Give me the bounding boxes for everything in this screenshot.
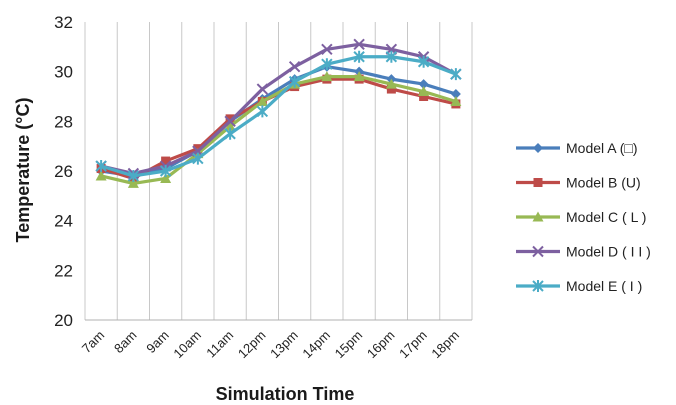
y-tick-label: 22	[54, 261, 73, 280]
y-tick-label: 20	[54, 311, 73, 330]
y-tick-labels: 20 22 24 26 28 30 32	[54, 13, 73, 330]
data-point	[418, 79, 429, 90]
data-point	[417, 55, 430, 68]
series-line	[100, 75, 457, 186]
data-point	[533, 178, 543, 187]
x-tick-label: 10am	[170, 328, 204, 362]
data-point	[321, 71, 333, 82]
x-tick-label: 12pm	[235, 328, 269, 362]
data-point	[386, 84, 396, 94]
data-point	[288, 60, 301, 73]
data-point	[450, 89, 461, 100]
x-tick-label: 18pm	[428, 328, 462, 362]
data-point	[127, 169, 140, 182]
data-point	[533, 143, 543, 153]
y-tick-label: 24	[54, 212, 73, 231]
x-axis-title: Simulation Time	[216, 384, 355, 404]
x-tick-label: 11am	[203, 328, 236, 361]
x-tick-label: 8am	[111, 328, 139, 356]
data-point	[532, 245, 544, 258]
grid-lines	[84, 22, 473, 321]
data-point	[321, 43, 333, 56]
data-point	[353, 38, 365, 51]
data-point	[224, 115, 236, 128]
y-tick-label: 28	[54, 112, 73, 131]
data-point	[224, 120, 236, 131]
data-point	[385, 50, 398, 63]
data-point	[450, 95, 462, 106]
data-point	[159, 165, 172, 177]
legend-label: Model D ( I I )	[566, 244, 651, 260]
data-point	[532, 280, 544, 292]
data-point	[419, 92, 429, 101]
data-point	[192, 152, 204, 165]
legend-label: Model C ( L )	[566, 209, 646, 225]
legend-label: Model E ( I )	[566, 278, 642, 294]
series-line	[100, 42, 457, 176]
data-point	[161, 156, 171, 166]
y-axis-title: Temperature (°C)	[13, 98, 33, 243]
data-point	[418, 86, 430, 97]
data-point	[353, 50, 365, 63]
x-tick-label: 14pm	[299, 328, 333, 362]
legend-label: Model B (U)	[566, 175, 641, 191]
series-line	[100, 65, 457, 178]
data-point	[160, 172, 172, 183]
data-point	[385, 78, 397, 89]
data-point	[532, 211, 544, 222]
series-line	[100, 55, 457, 178]
x-tick-label: 9am	[143, 328, 171, 356]
data-point	[256, 105, 269, 118]
data-point	[225, 114, 235, 124]
data-point	[256, 83, 269, 95]
data-point	[256, 95, 268, 106]
x-tick-label: 15pm	[332, 328, 366, 362]
series-lines	[95, 38, 462, 188]
x-tick-label: 17pm	[396, 328, 430, 362]
y-tick-label: 26	[54, 162, 73, 181]
y-tick-label: 32	[54, 13, 73, 32]
legend: Model A (□) Model B (U) Model C ( L ) Model…	[516, 140, 651, 294]
data-point	[95, 170, 107, 181]
x-tick-label: 7am	[79, 328, 107, 356]
data-point	[321, 58, 333, 71]
x-tick-label: 13pm	[267, 328, 301, 362]
data-point	[95, 160, 107, 173]
y-tick-label: 30	[54, 63, 73, 82]
data-point	[288, 75, 301, 88]
x-tick-label: 16pm	[364, 328, 398, 362]
data-point	[127, 177, 139, 188]
data-point	[353, 71, 365, 82]
legend-label: Model A (□)	[566, 140, 637, 156]
data-point	[224, 127, 236, 140]
data-point	[450, 68, 462, 81]
